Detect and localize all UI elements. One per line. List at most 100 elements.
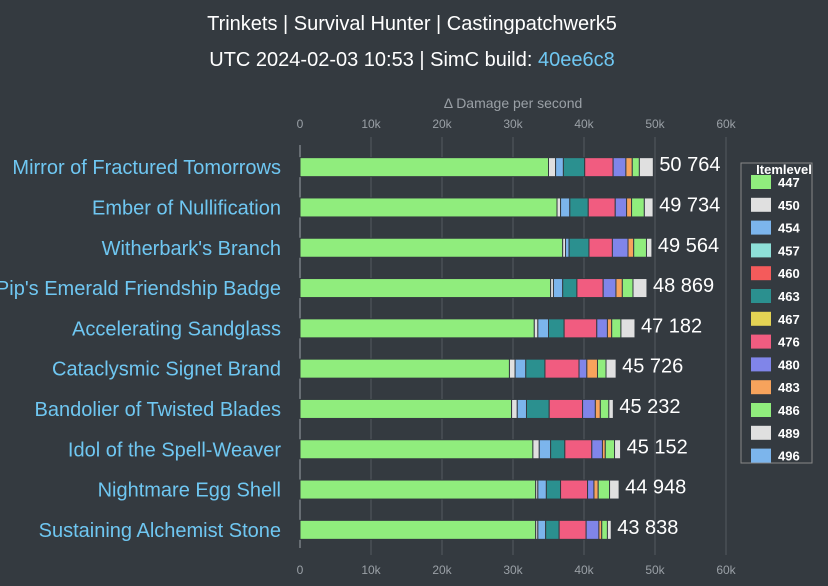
bar-row[interactable] xyxy=(299,157,654,178)
bar-segment-447[interactable] xyxy=(299,237,564,258)
bar-row[interactable] xyxy=(299,358,617,379)
bar-segment-454[interactable] xyxy=(565,237,570,258)
bar-segment-486[interactable] xyxy=(604,439,616,460)
category-label[interactable]: Cataclysmic Signet Brand xyxy=(52,359,281,381)
bar-segment-463[interactable] xyxy=(568,237,590,258)
bar-row[interactable] xyxy=(299,318,636,339)
bar-segment-450[interactable] xyxy=(548,157,557,178)
bar-segment-480[interactable] xyxy=(578,358,588,379)
bar-segment-476[interactable] xyxy=(576,278,604,299)
bar-segment-483[interactable] xyxy=(627,237,635,258)
bar-segment-480[interactable] xyxy=(614,197,628,218)
bar-segment-454[interactable] xyxy=(552,278,564,299)
bar-segment-454[interactable] xyxy=(560,197,571,218)
category-label[interactable]: Idol of the Spell-Weaver xyxy=(68,439,281,461)
bar-segment-447[interactable] xyxy=(299,358,510,379)
bar-segment-480[interactable] xyxy=(602,278,617,299)
bar-segment-447[interactable] xyxy=(299,157,549,178)
bar-segment-454[interactable] xyxy=(537,519,547,540)
bar-row[interactable] xyxy=(299,479,620,500)
bar-segment-483[interactable] xyxy=(615,278,623,299)
bar-segment-463[interactable] xyxy=(550,439,566,460)
bar-segment-454[interactable] xyxy=(538,439,552,460)
bar-segment-489[interactable] xyxy=(606,519,612,540)
bar-row[interactable] xyxy=(299,439,622,460)
simc-build-link[interactable]: 40ee6c8 xyxy=(538,49,615,71)
bar-segment-476[interactable] xyxy=(564,439,593,460)
legend-item-480[interactable]: 480 xyxy=(751,357,800,372)
bar-row[interactable] xyxy=(299,197,654,218)
bar-segment-454[interactable] xyxy=(514,358,527,379)
bar-segment-454[interactable] xyxy=(537,318,549,339)
bar-segment-463[interactable] xyxy=(525,398,550,419)
bar-segment-480[interactable] xyxy=(591,439,603,460)
bar-segment-489[interactable] xyxy=(608,398,614,419)
legend-item-489[interactable]: 489 xyxy=(751,425,800,441)
bar-segment-483[interactable] xyxy=(586,358,598,379)
bar-segment-476[interactable] xyxy=(588,237,613,258)
bar-segment-447[interactable] xyxy=(299,519,537,540)
bar-segment-463[interactable] xyxy=(525,358,546,379)
bar-row[interactable] xyxy=(299,398,614,419)
bar-segment-486[interactable] xyxy=(596,358,607,379)
bar-segment-480[interactable] xyxy=(612,157,627,178)
bar-segment-476[interactable] xyxy=(560,479,589,500)
bar-segment-480[interactable] xyxy=(587,479,595,500)
bar-segment-483[interactable] xyxy=(625,157,633,178)
legend-item-454[interactable]: 454 xyxy=(751,220,800,236)
bar-segment-483[interactable] xyxy=(593,479,599,500)
bar-segment-489[interactable] xyxy=(614,439,622,460)
bar-segment-476[interactable] xyxy=(548,398,584,419)
bar-segment-463[interactable] xyxy=(569,197,589,218)
bar-segment-447[interactable] xyxy=(299,479,537,500)
bar-segment-489[interactable] xyxy=(632,278,648,299)
legend-item-463[interactable]: 463 xyxy=(751,289,800,304)
category-label[interactable]: Sustaining Alchemist Stone xyxy=(39,520,281,542)
bar-segment-489[interactable] xyxy=(609,479,620,500)
bar-segment-463[interactable] xyxy=(562,278,578,299)
bar-segment-454[interactable] xyxy=(555,157,564,178)
bar-row[interactable] xyxy=(299,519,612,540)
legend-item-450[interactable]: 450 xyxy=(751,197,800,213)
category-label[interactable]: Accelerating Sandglass xyxy=(72,318,281,340)
bar-segment-480[interactable] xyxy=(582,398,596,419)
bar-segment-489[interactable] xyxy=(645,237,653,258)
bar-segment-489[interactable] xyxy=(643,197,654,218)
bar-segment-447[interactable] xyxy=(299,318,535,339)
bar-segment-450[interactable] xyxy=(532,439,540,460)
bar-segment-454[interactable] xyxy=(516,398,527,419)
bar-segment-480[interactable] xyxy=(585,519,600,540)
bar-segment-450[interactable] xyxy=(533,318,539,339)
legend-item-460[interactable]: 460 xyxy=(751,266,800,281)
bar-segment-476[interactable] xyxy=(587,197,616,218)
bar-segment-447[interactable] xyxy=(299,278,552,299)
bar-segment-480[interactable] xyxy=(611,237,629,258)
bar-segment-454[interactable] xyxy=(537,479,547,500)
bar-segment-489[interactable] xyxy=(605,358,617,379)
bar-segment-450[interactable] xyxy=(508,358,516,379)
bar-segment-463[interactable] xyxy=(545,479,562,500)
bar-segment-486[interactable] xyxy=(621,278,634,299)
bar-segment-483[interactable] xyxy=(594,398,601,419)
bar-segment-489[interactable] xyxy=(638,157,654,178)
bar-segment-486[interactable] xyxy=(601,519,608,540)
bar-segment-486[interactable] xyxy=(597,479,611,500)
bar-segment-480[interactable] xyxy=(596,318,608,339)
legend-item-457[interactable]: 457 xyxy=(751,243,800,258)
category-label[interactable]: Bandolier of Twisted Blades xyxy=(35,399,281,421)
legend-item-496[interactable]: 496 xyxy=(751,448,800,464)
category-label[interactable]: Ember of Nullification xyxy=(92,197,281,219)
bar-segment-486[interactable] xyxy=(611,318,622,339)
bar-segment-483[interactable] xyxy=(626,197,633,218)
category-label[interactable]: Witherbark's Branch xyxy=(102,238,281,260)
bar-segment-463[interactable] xyxy=(548,318,565,339)
bar-row[interactable] xyxy=(299,237,653,258)
bar-segment-463[interactable] xyxy=(545,519,560,540)
bar-segment-486[interactable] xyxy=(631,157,640,178)
bar-segment-476[interactable] xyxy=(584,157,614,178)
legend-item-486[interactable]: 486 xyxy=(751,403,800,418)
category-label[interactable]: Mirror of Fractured Tomorrows xyxy=(12,157,281,179)
category-label[interactable]: Nightmare Egg Shell xyxy=(98,480,281,502)
legend-item-447[interactable]: 447 xyxy=(751,175,800,190)
category-label[interactable]: Pip's Emerald Friendship Badge xyxy=(0,278,281,300)
